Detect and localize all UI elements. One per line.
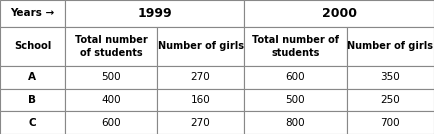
Text: 500: 500 [101,72,121,82]
Bar [244,0,434,27]
Bar [157,89,244,111]
Bar [65,66,157,89]
Text: 270: 270 [191,72,210,82]
Text: 500: 500 [286,95,305,105]
Bar [157,27,244,66]
Text: 250: 250 [381,95,400,105]
Text: 2000: 2000 [322,7,357,20]
Bar [0,0,65,27]
Bar [157,66,244,89]
Bar [0,89,65,111]
Text: School: School [14,41,51,51]
Text: Total number
of students: Total number of students [75,35,147,58]
Text: Number of girls: Number of girls [347,41,434,51]
Bar [347,66,434,89]
Bar [244,89,347,111]
Text: 600: 600 [101,118,121,128]
Text: 400: 400 [101,95,121,105]
Text: A: A [29,72,36,82]
Text: 700: 700 [381,118,400,128]
Bar [244,27,347,66]
Text: 1999: 1999 [137,7,172,20]
Bar [157,111,244,134]
Bar [347,89,434,111]
Bar [0,111,65,134]
Text: 270: 270 [191,118,210,128]
Bar [0,66,65,89]
Text: 160: 160 [191,95,210,105]
Text: 350: 350 [381,72,400,82]
Bar [347,111,434,134]
Text: Years →: Years → [10,8,55,18]
Bar [65,111,157,134]
Text: Total number of
students: Total number of students [252,35,339,58]
Text: B: B [29,95,36,105]
Text: C: C [29,118,36,128]
Bar [244,111,347,134]
Text: 600: 600 [286,72,305,82]
Text: 800: 800 [286,118,305,128]
Bar [0,27,65,66]
Bar [65,89,157,111]
Bar [244,66,347,89]
Bar [65,0,244,27]
Bar [347,27,434,66]
Bar [65,27,157,66]
Text: Number of girls: Number of girls [158,41,243,51]
